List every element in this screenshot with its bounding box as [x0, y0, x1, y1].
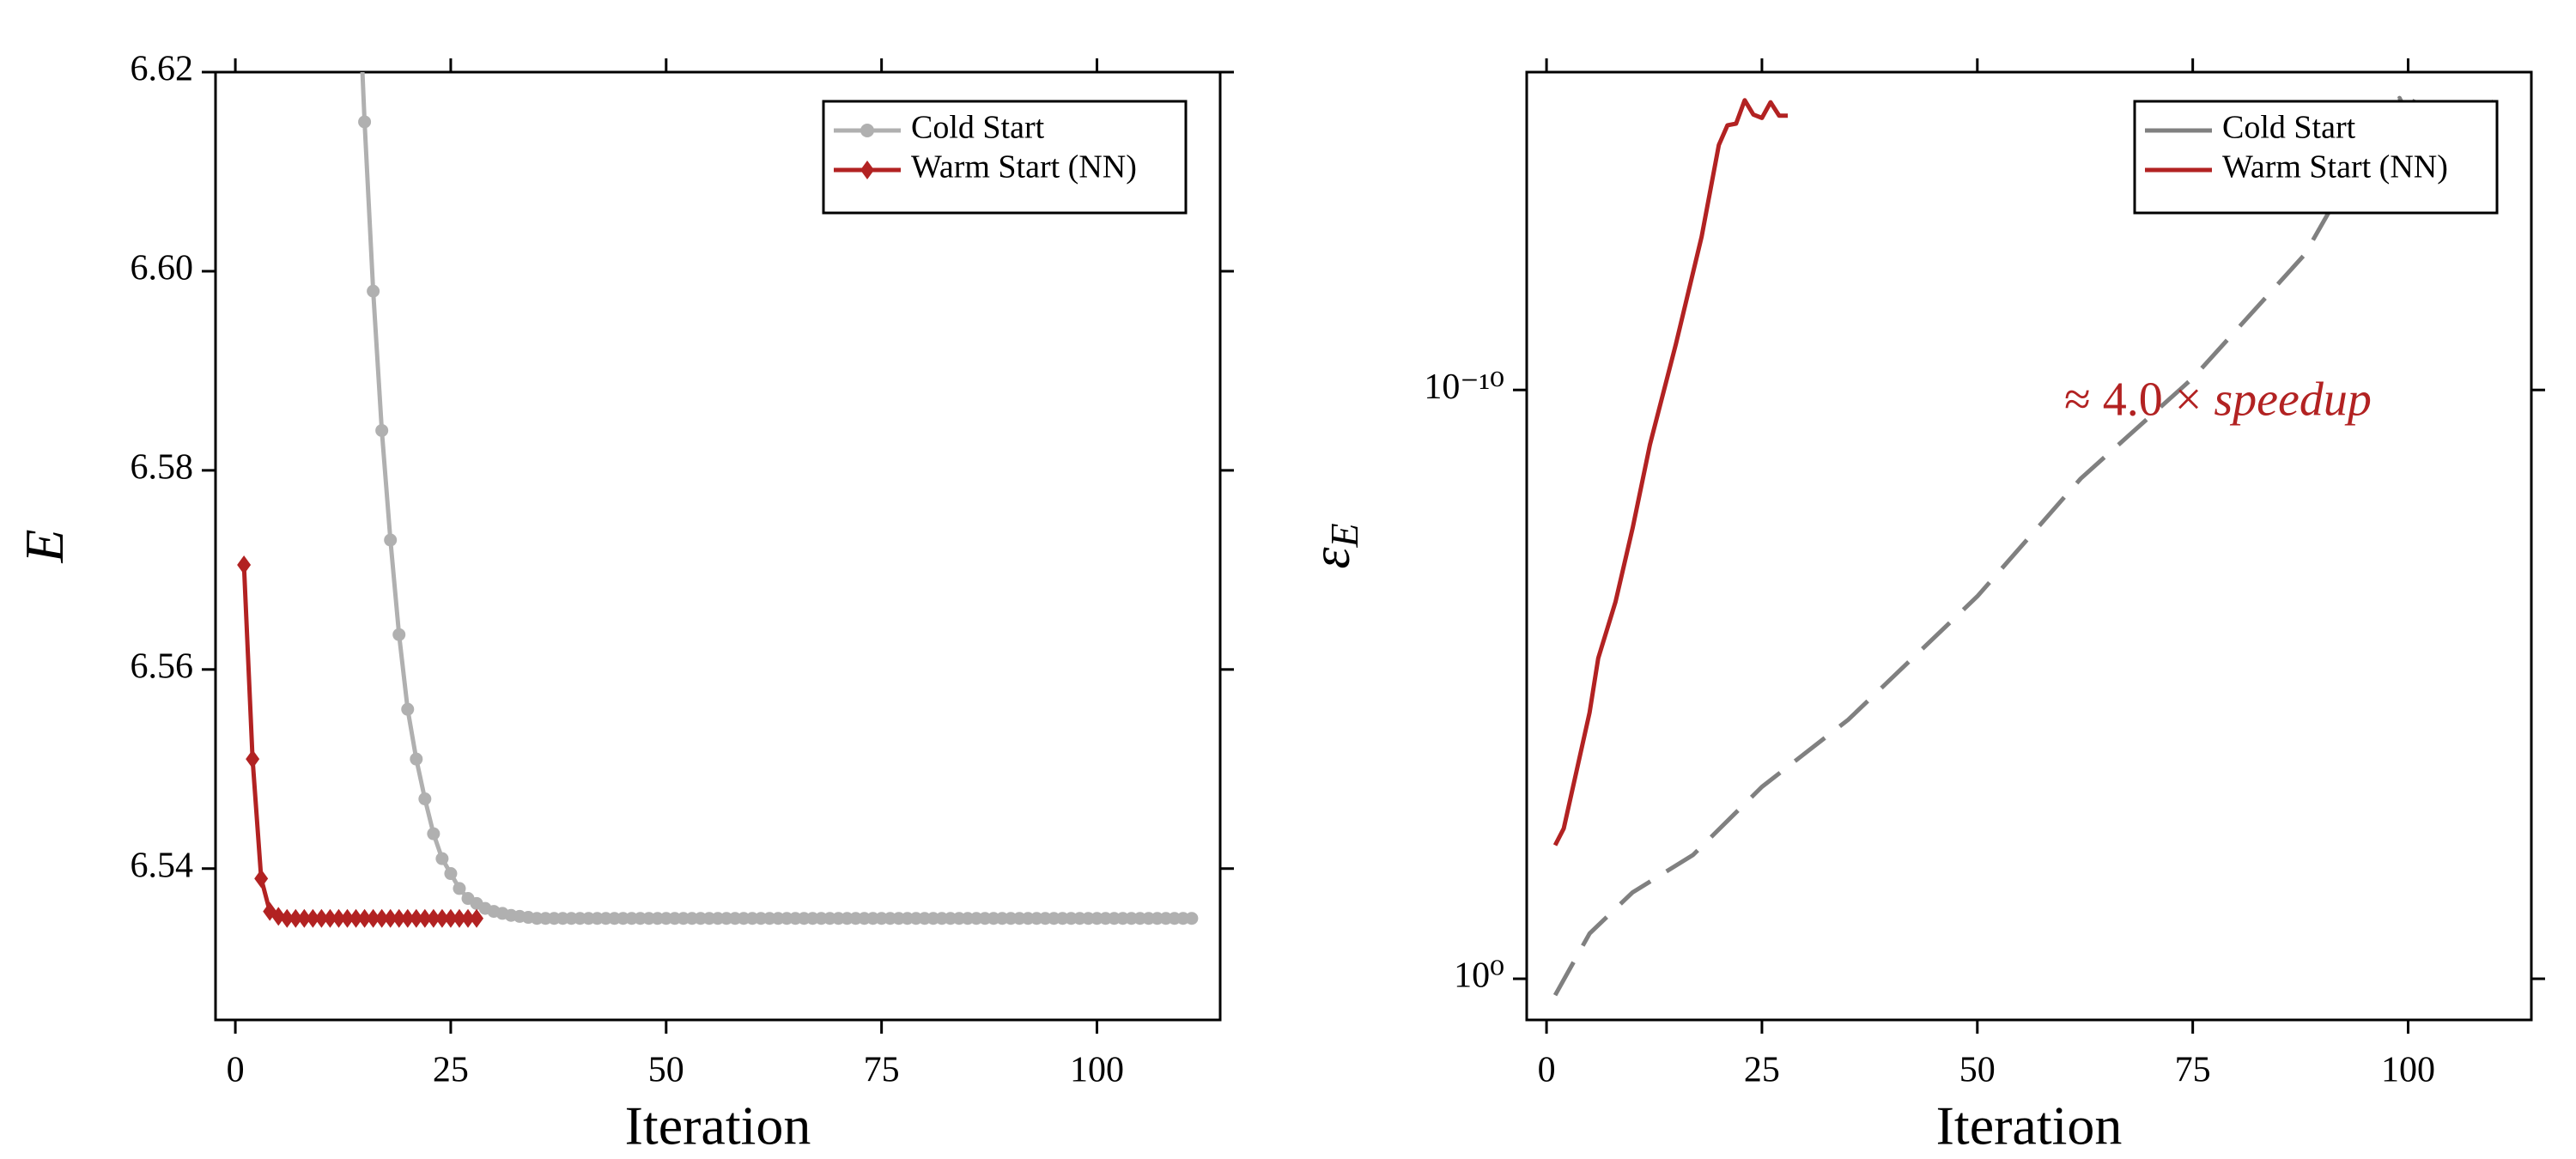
marker [400, 908, 415, 928]
marker [410, 752, 423, 766]
y-tick-label: 6.58 [131, 448, 194, 488]
plot-area [1552, 93, 2496, 997]
x-tick-label: 25 [433, 1051, 469, 1090]
y-tick-label: 6.60 [131, 249, 194, 288]
y-axis-label-main: E [14, 529, 75, 563]
marker [340, 908, 355, 928]
series-line [241, 564, 477, 921]
x-tick-label: 100 [2381, 1051, 2435, 1090]
annotation-prefix: ≈ 4.0 × [2064, 373, 2202, 426]
x-tick-label: 25 [1744, 1051, 1780, 1090]
legend-label: Cold Start [2222, 110, 2356, 146]
y-tick-label: 10⁻¹⁰ [1424, 367, 1504, 407]
marker [280, 908, 295, 928]
marker [331, 908, 346, 928]
marker [461, 908, 476, 928]
marker [452, 908, 466, 928]
legend-label: Cold Start [911, 110, 1045, 146]
y-axis-label: εE [1300, 523, 1366, 568]
y-axis-label-sub: E [1322, 523, 1366, 548]
x-tick-label: 75 [2175, 1051, 2211, 1090]
marker [383, 908, 398, 928]
marker [314, 908, 329, 928]
marker [392, 908, 406, 928]
plot-area [237, 72, 1199, 928]
marker [271, 907, 286, 926]
marker [374, 908, 389, 928]
series-line [1552, 98, 1789, 846]
legend-box [822, 100, 1188, 215]
annotation-emphasis: speedup [2202, 373, 2372, 426]
x-tick-label: 50 [1959, 1051, 1996, 1090]
marker [254, 869, 269, 889]
marker [409, 908, 423, 928]
legend-marker [860, 124, 874, 137]
marker [444, 867, 458, 881]
marker [435, 852, 449, 865]
marker [349, 908, 363, 928]
marker [392, 628, 406, 641]
marker [384, 533, 398, 547]
marker [417, 908, 432, 928]
marker [237, 555, 252, 575]
marker [418, 792, 432, 806]
y-tick-label: 6.56 [131, 646, 194, 686]
plot: 0 25 50 75 100 6.54 6.56 6.58 6.60 6.62 Iteration E… [14, 50, 1234, 1156]
marker [427, 827, 440, 840]
x-axis-label: Iteration [1936, 1095, 2123, 1156]
marker [367, 284, 380, 298]
marker [289, 908, 303, 928]
marker [366, 908, 380, 928]
x-axis-label: Iteration [625, 1095, 811, 1156]
marker [434, 908, 449, 928]
plot: 0 25 50 75 100 10⁰ 10⁻¹⁰ Iteration εE Cold StartW… [1300, 58, 2545, 1156]
marker [323, 908, 337, 928]
plot-frame [214, 70, 1222, 1022]
marker [306, 908, 320, 928]
marker [453, 882, 466, 895]
y-axis-label-main: ε [1300, 547, 1361, 569]
marker [358, 115, 372, 129]
marker [470, 908, 484, 928]
y-tick-label: 6.62 [131, 50, 194, 89]
legend-label: Warm Start (NN) [2222, 149, 2448, 185]
annotation: ≈ 4.0 × speedup [2064, 373, 2372, 426]
legend-marker [860, 161, 874, 179]
y-axis-label: E [14, 529, 75, 563]
x-tick-label: 0 [1538, 1051, 1556, 1090]
legend-box [2133, 100, 2499, 215]
legend-label: Warm Start (NN) [911, 149, 1137, 185]
marker [246, 749, 260, 769]
marker [401, 702, 415, 716]
series-line [1552, 93, 2496, 997]
marker [1185, 912, 1199, 925]
y-tick-label: 6.54 [131, 846, 194, 885]
x-tick-label: 0 [227, 1051, 245, 1090]
marker [426, 908, 440, 928]
x-tick-label: 75 [864, 1051, 900, 1090]
marker [297, 908, 312, 928]
y-tick-label: 10⁰ [1454, 956, 1504, 996]
marker [375, 423, 389, 437]
marker [357, 908, 372, 928]
x-tick-label: 100 [1070, 1051, 1124, 1090]
marker [443, 908, 458, 928]
x-tick-label: 50 [648, 1051, 684, 1090]
plot-frame [1525, 70, 2533, 1022]
